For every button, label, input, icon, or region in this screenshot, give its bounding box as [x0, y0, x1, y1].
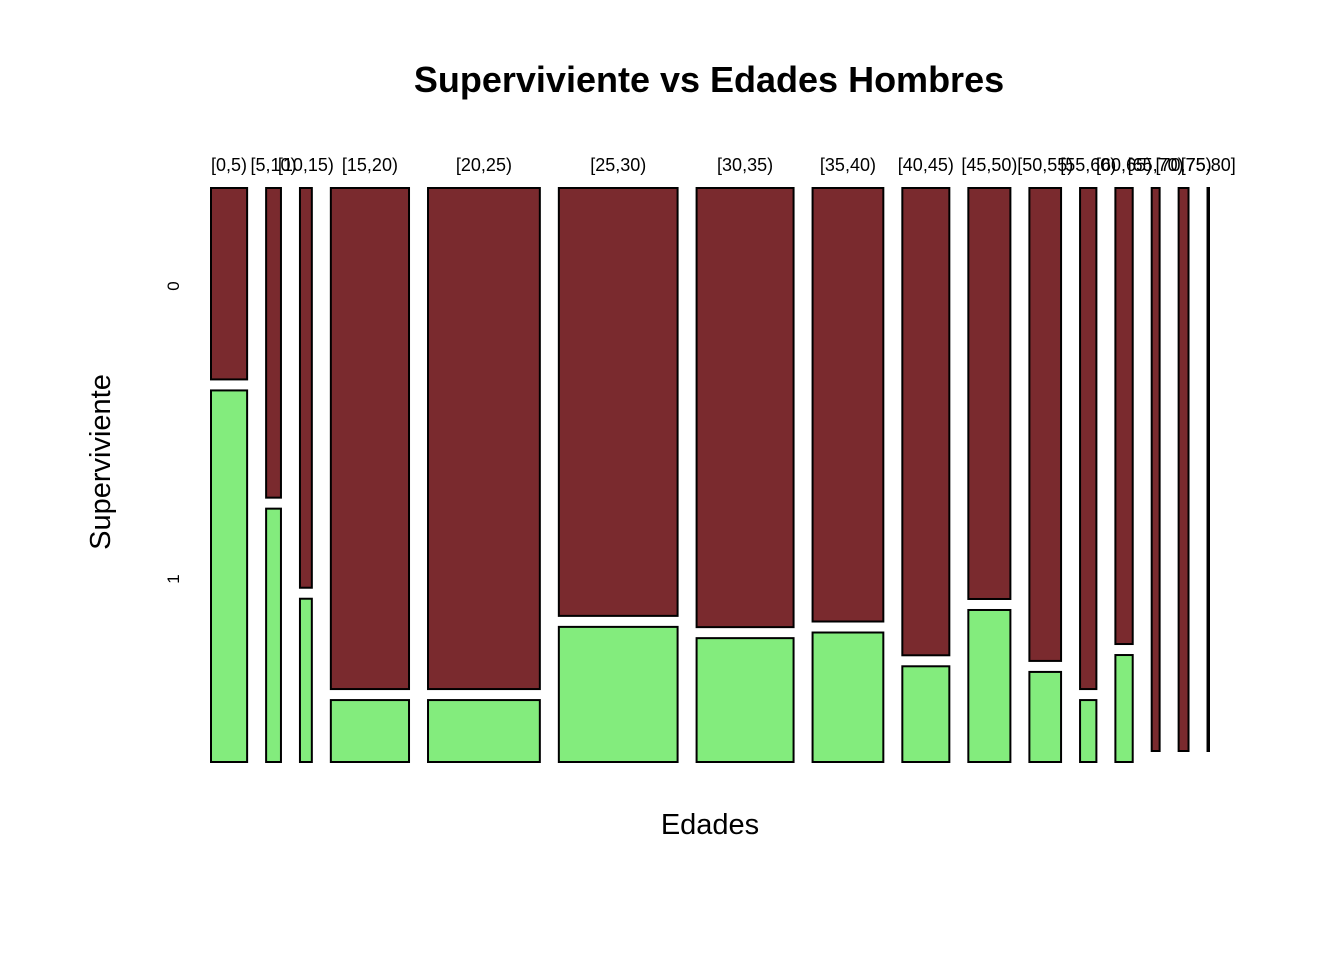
x-tick-label-75-80: [75,80]: [1181, 155, 1236, 175]
tile-35-40-0: [811, 187, 885, 623]
tile-30-35-0: [695, 187, 795, 629]
tile-25-30-1: [557, 625, 679, 763]
tile-15-20-0: [329, 187, 411, 691]
x-tick-label-65-70: [65,70): [1128, 155, 1184, 175]
x-tick-label-60-65: [60,65): [1096, 155, 1152, 175]
tile-35-40-1: [811, 631, 885, 764]
x-tick-label-15-20: [15,20): [342, 155, 398, 175]
x-tick-label-70-75: [70,75): [1156, 155, 1212, 175]
y-tick-label-1: 1: [164, 574, 183, 583]
x-tick-label-5-10: [5,10): [251, 155, 297, 175]
tile-10-15-0: [298, 187, 313, 589]
tile-15-20-1: [329, 699, 411, 764]
tile-25-30-0: [557, 187, 679, 617]
x-tick-label-35-40: [35,40): [820, 155, 876, 175]
tile-45-50-1: [967, 608, 1012, 763]
tile-75-80-0: [1206, 187, 1211, 752]
tile-5-10-1: [265, 507, 282, 763]
tile-55-60-0: [1079, 187, 1098, 691]
x-tick-label-10-15: [10,15): [278, 155, 334, 175]
tile-70-75-0: [1177, 187, 1190, 752]
tile-10-15-1: [298, 597, 313, 763]
x-tick-label-40-45: [40,45): [898, 155, 954, 175]
tile-45-50-0: [967, 187, 1012, 600]
tile-0-5-0: [210, 187, 249, 381]
x-tick-label-50-55: [50,55): [1017, 155, 1073, 175]
y-tick-label-0: 0: [164, 281, 183, 290]
x-tick-label-30-35: [30,35): [717, 155, 773, 175]
tile-40-45-0: [901, 187, 951, 657]
x-tick-label-45-50: [45,50): [961, 155, 1017, 175]
tile-65-70-0: [1150, 187, 1161, 752]
tile-55-60-1: [1079, 699, 1098, 764]
mosaic-tiles: [210, 187, 1211, 764]
x-tick-labels: [0,5) [5,10)[10,15) [15,20) [20,25) [25,30) […: [211, 155, 1236, 175]
chart-title: Superviviente vs Edades Hombres: [414, 59, 1004, 100]
x-tick-label-55-60: [55,60): [1060, 155, 1116, 175]
tile-20-25-1: [427, 699, 541, 764]
tile-50-55-1: [1028, 670, 1063, 763]
tile-20-25-0: [427, 187, 541, 691]
x-tick-label-25-30: [25,30): [590, 155, 646, 175]
tile-40-45-1: [901, 665, 951, 763]
tile-50-55-0: [1028, 187, 1063, 662]
tile-0-5-1: [210, 389, 249, 763]
tile-60-65-0: [1114, 187, 1134, 646]
tile-60-65-1: [1114, 654, 1134, 764]
x-axis-label: Edades: [661, 809, 759, 841]
x-tick-label-20-25: [20,25): [456, 155, 512, 175]
x-tick-label-0-5: [0,5): [211, 155, 247, 175]
tile-5-10-0: [265, 187, 282, 499]
y-axis-label: Superviviente: [85, 374, 117, 550]
tile-30-35-1: [695, 637, 795, 764]
